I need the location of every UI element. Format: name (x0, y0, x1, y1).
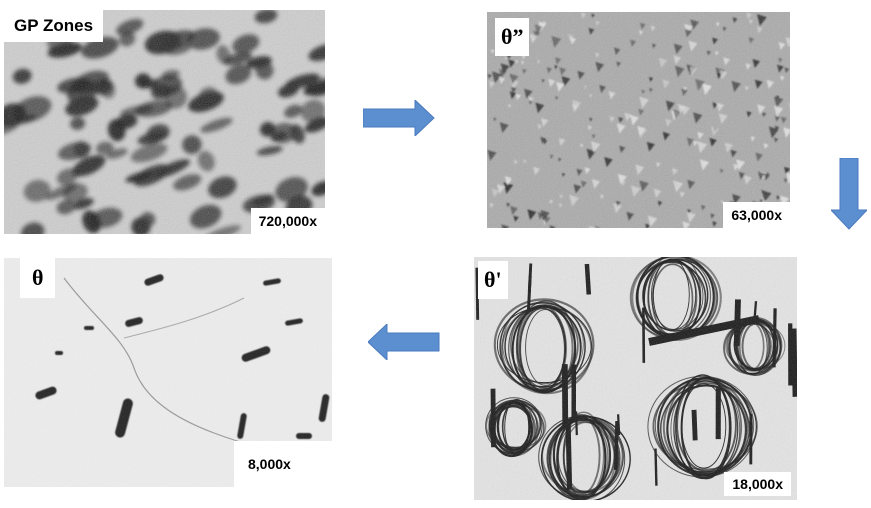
gp-zones-magnification: 720,000x (250, 208, 325, 234)
theta-prime-label: θ' (478, 261, 508, 299)
micrograph-theta: θ 8,000x (4, 258, 332, 487)
arrow-down-icon (831, 158, 867, 230)
arrow-left-icon (368, 324, 440, 360)
micrograph-theta-prime: θ' 18,000x (474, 257, 797, 500)
arrow-right-icon (363, 100, 435, 136)
gp-zones-label: GP Zones (4, 10, 104, 42)
theta-double-prime-label: θ” (495, 18, 530, 56)
theta-prime-texture (474, 257, 797, 500)
theta-double-prime-magnification: 63,000x (723, 202, 790, 228)
gp-zones-texture (4, 10, 325, 234)
theta-magnification: 8,000x (234, 441, 332, 487)
theta-double-prime-texture (487, 12, 790, 228)
theta-prime-magnification: 18,000x (724, 472, 791, 496)
micrograph-theta-double-prime: θ” 63,000x (487, 12, 790, 228)
micrograph-gp-zones: GP Zones 720,000x (4, 10, 325, 234)
theta-label: θ (20, 258, 56, 298)
